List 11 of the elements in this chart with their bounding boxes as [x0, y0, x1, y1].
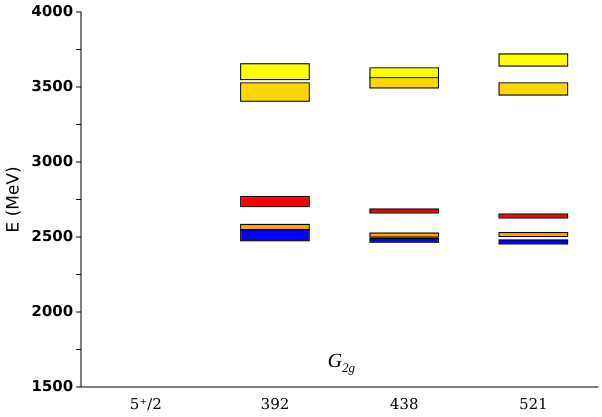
- x-tick-label: 5⁺/2: [130, 394, 162, 413]
- y-tick-label: 2000: [31, 302, 74, 320]
- y-tick-label: 1500: [31, 376, 74, 395]
- y-tick-label: 3500: [31, 76, 74, 95]
- y-tick-label: 3000: [31, 152, 74, 170]
- x-tick-label: 521: [519, 394, 548, 413]
- y-axis-title: E (MeV): [4, 166, 24, 233]
- y-tick-label: 4000: [31, 2, 74, 20]
- y-tick-label: 2500: [31, 226, 74, 245]
- x-tick-label: 438: [390, 394, 418, 413]
- x-tick-label: 392: [260, 394, 290, 413]
